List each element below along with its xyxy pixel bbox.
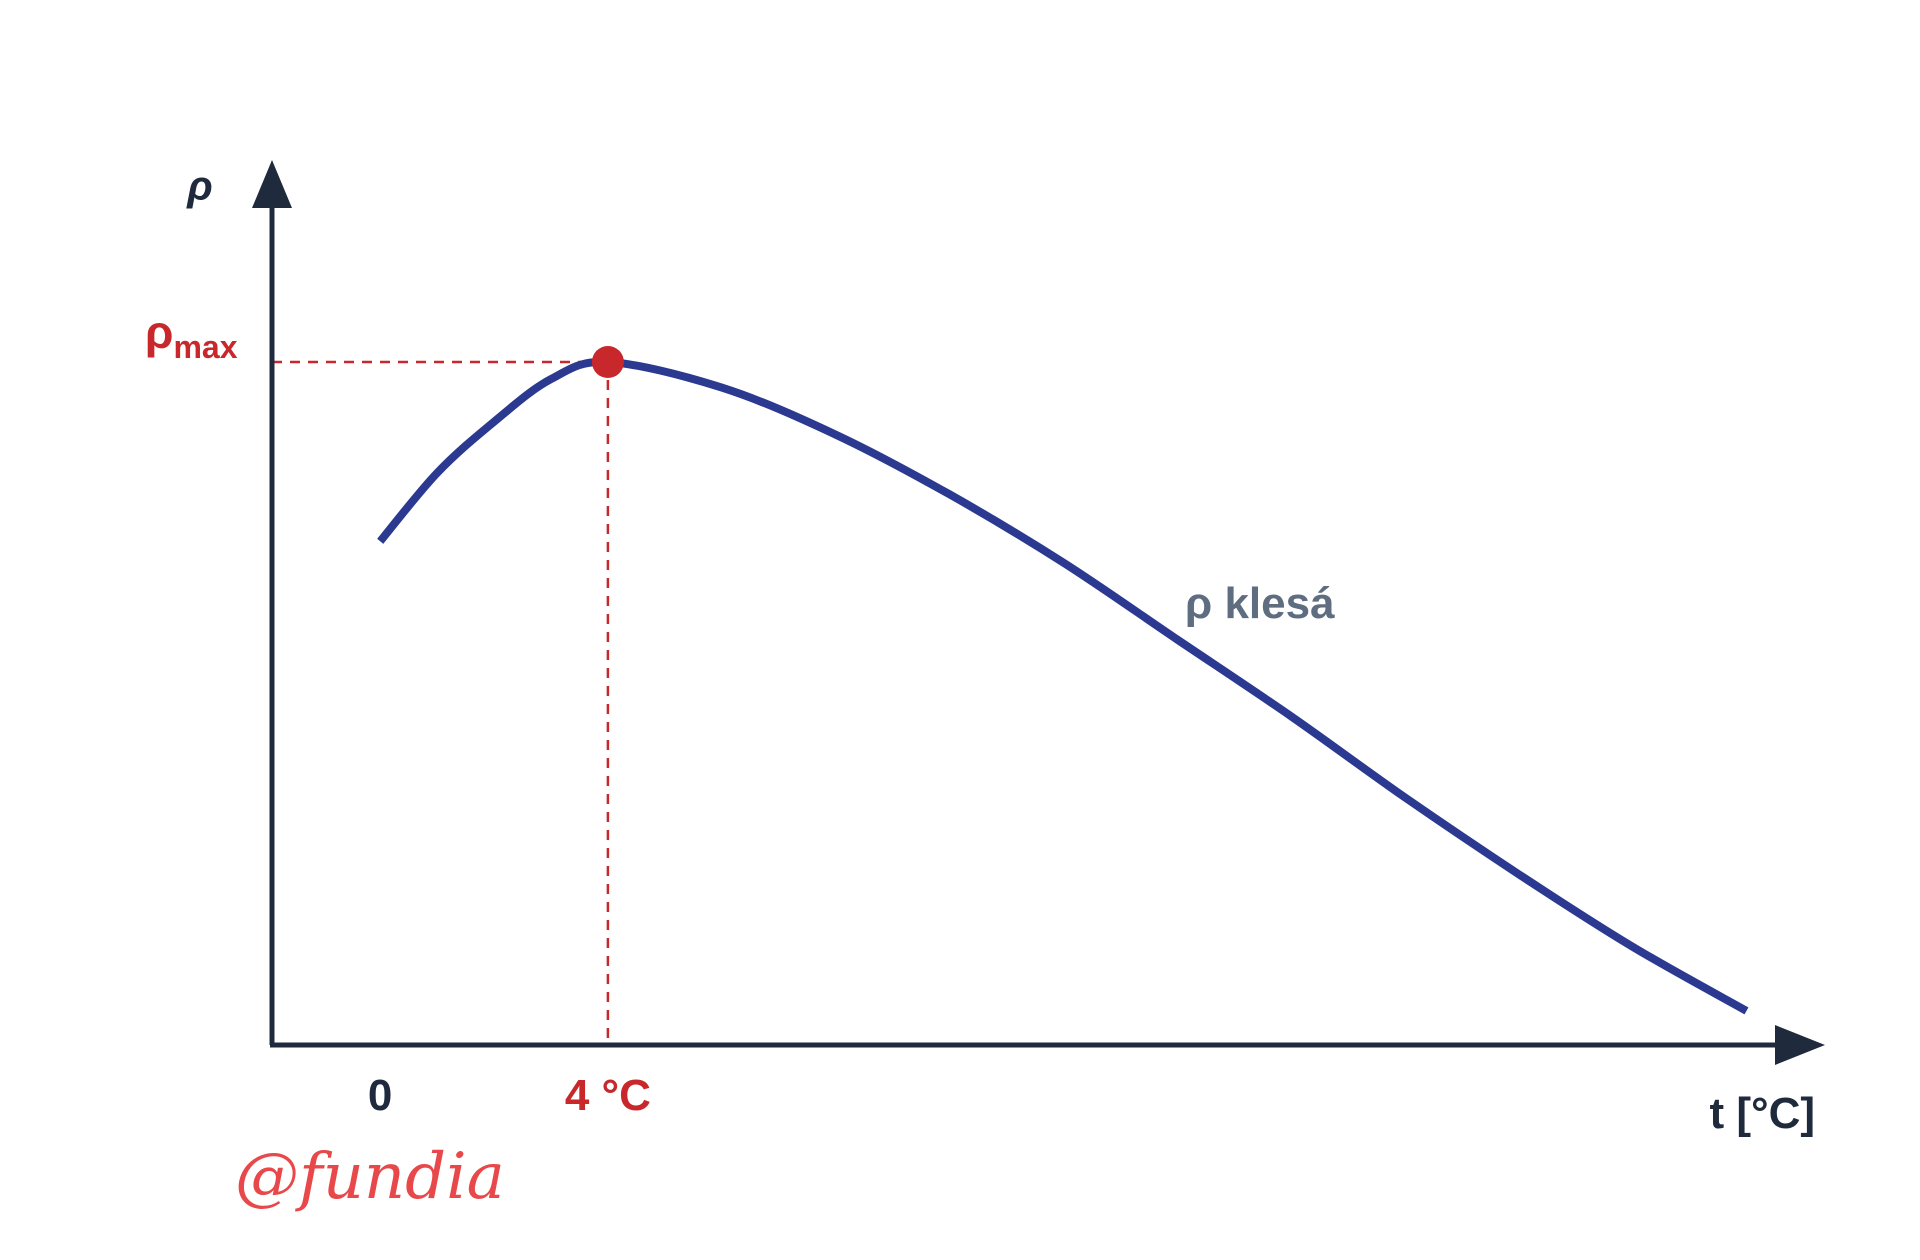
- fundia-watermark: @fundia: [235, 1140, 505, 1214]
- x-tick-label-4: 4 °C: [565, 1071, 651, 1120]
- y-axis-arrow-icon: [252, 160, 292, 208]
- y-tick-label-subscript: max: [173, 329, 237, 365]
- decreasing-density-annotation: ρ klesá: [1185, 579, 1335, 628]
- y-axis-label: ρ: [186, 162, 212, 209]
- y-tick-label-symbol: ρ: [145, 306, 173, 358]
- x-tick-label-0: 0: [368, 1071, 392, 1120]
- max-density-point: [591, 346, 624, 378]
- y-tick-label-max: ρmax: [145, 306, 238, 365]
- x-axis-label: t [°C]: [1709, 1089, 1815, 1138]
- x-axis-arrow-icon: [1775, 1025, 1825, 1065]
- density-curve: [377, 357, 1749, 1015]
